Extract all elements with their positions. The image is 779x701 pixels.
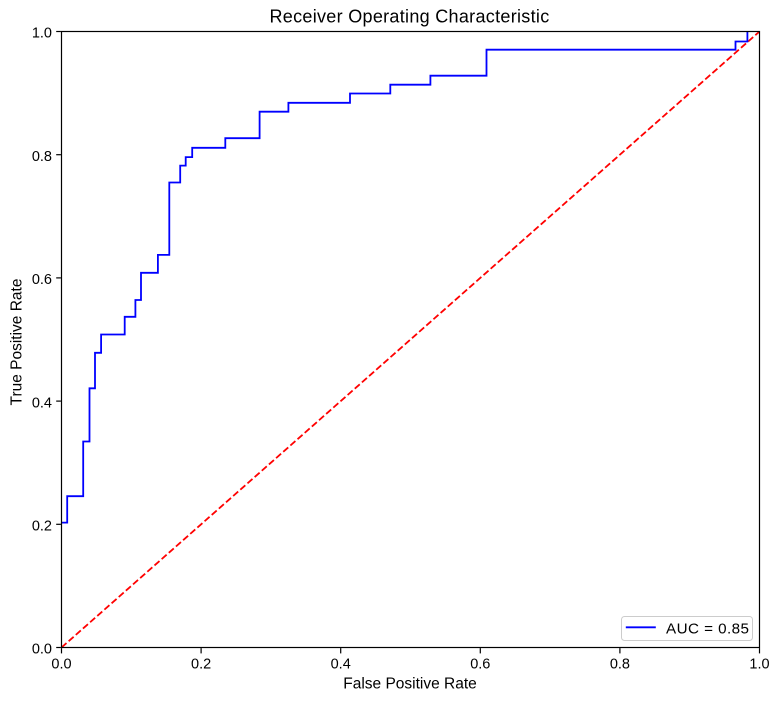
- svg-text:0.0: 0.0: [51, 657, 71, 673]
- svg-text:0.8: 0.8: [32, 149, 52, 165]
- svg-text:1.0: 1.0: [32, 26, 52, 42]
- svg-text:0.2: 0.2: [32, 519, 52, 535]
- svg-text:0.8: 0.8: [610, 657, 630, 673]
- svg-text:False Positive Rate: False Positive Rate: [343, 676, 477, 693]
- svg-text:True Positive Rate: True Positive Rate: [9, 279, 26, 406]
- svg-text:0.4: 0.4: [331, 657, 351, 673]
- svg-text:0.0: 0.0: [32, 642, 52, 658]
- svg-text:1.0: 1.0: [749, 657, 769, 673]
- svg-text:0.2: 0.2: [191, 657, 211, 673]
- svg-text:0.4: 0.4: [32, 395, 52, 411]
- svg-text:AUC = 0.85: AUC = 0.85: [666, 621, 749, 638]
- svg-text:Receiver Operating Characteris: Receiver Operating Characteristic: [269, 7, 549, 27]
- svg-text:0.6: 0.6: [470, 657, 490, 673]
- svg-text:0.6: 0.6: [32, 272, 52, 288]
